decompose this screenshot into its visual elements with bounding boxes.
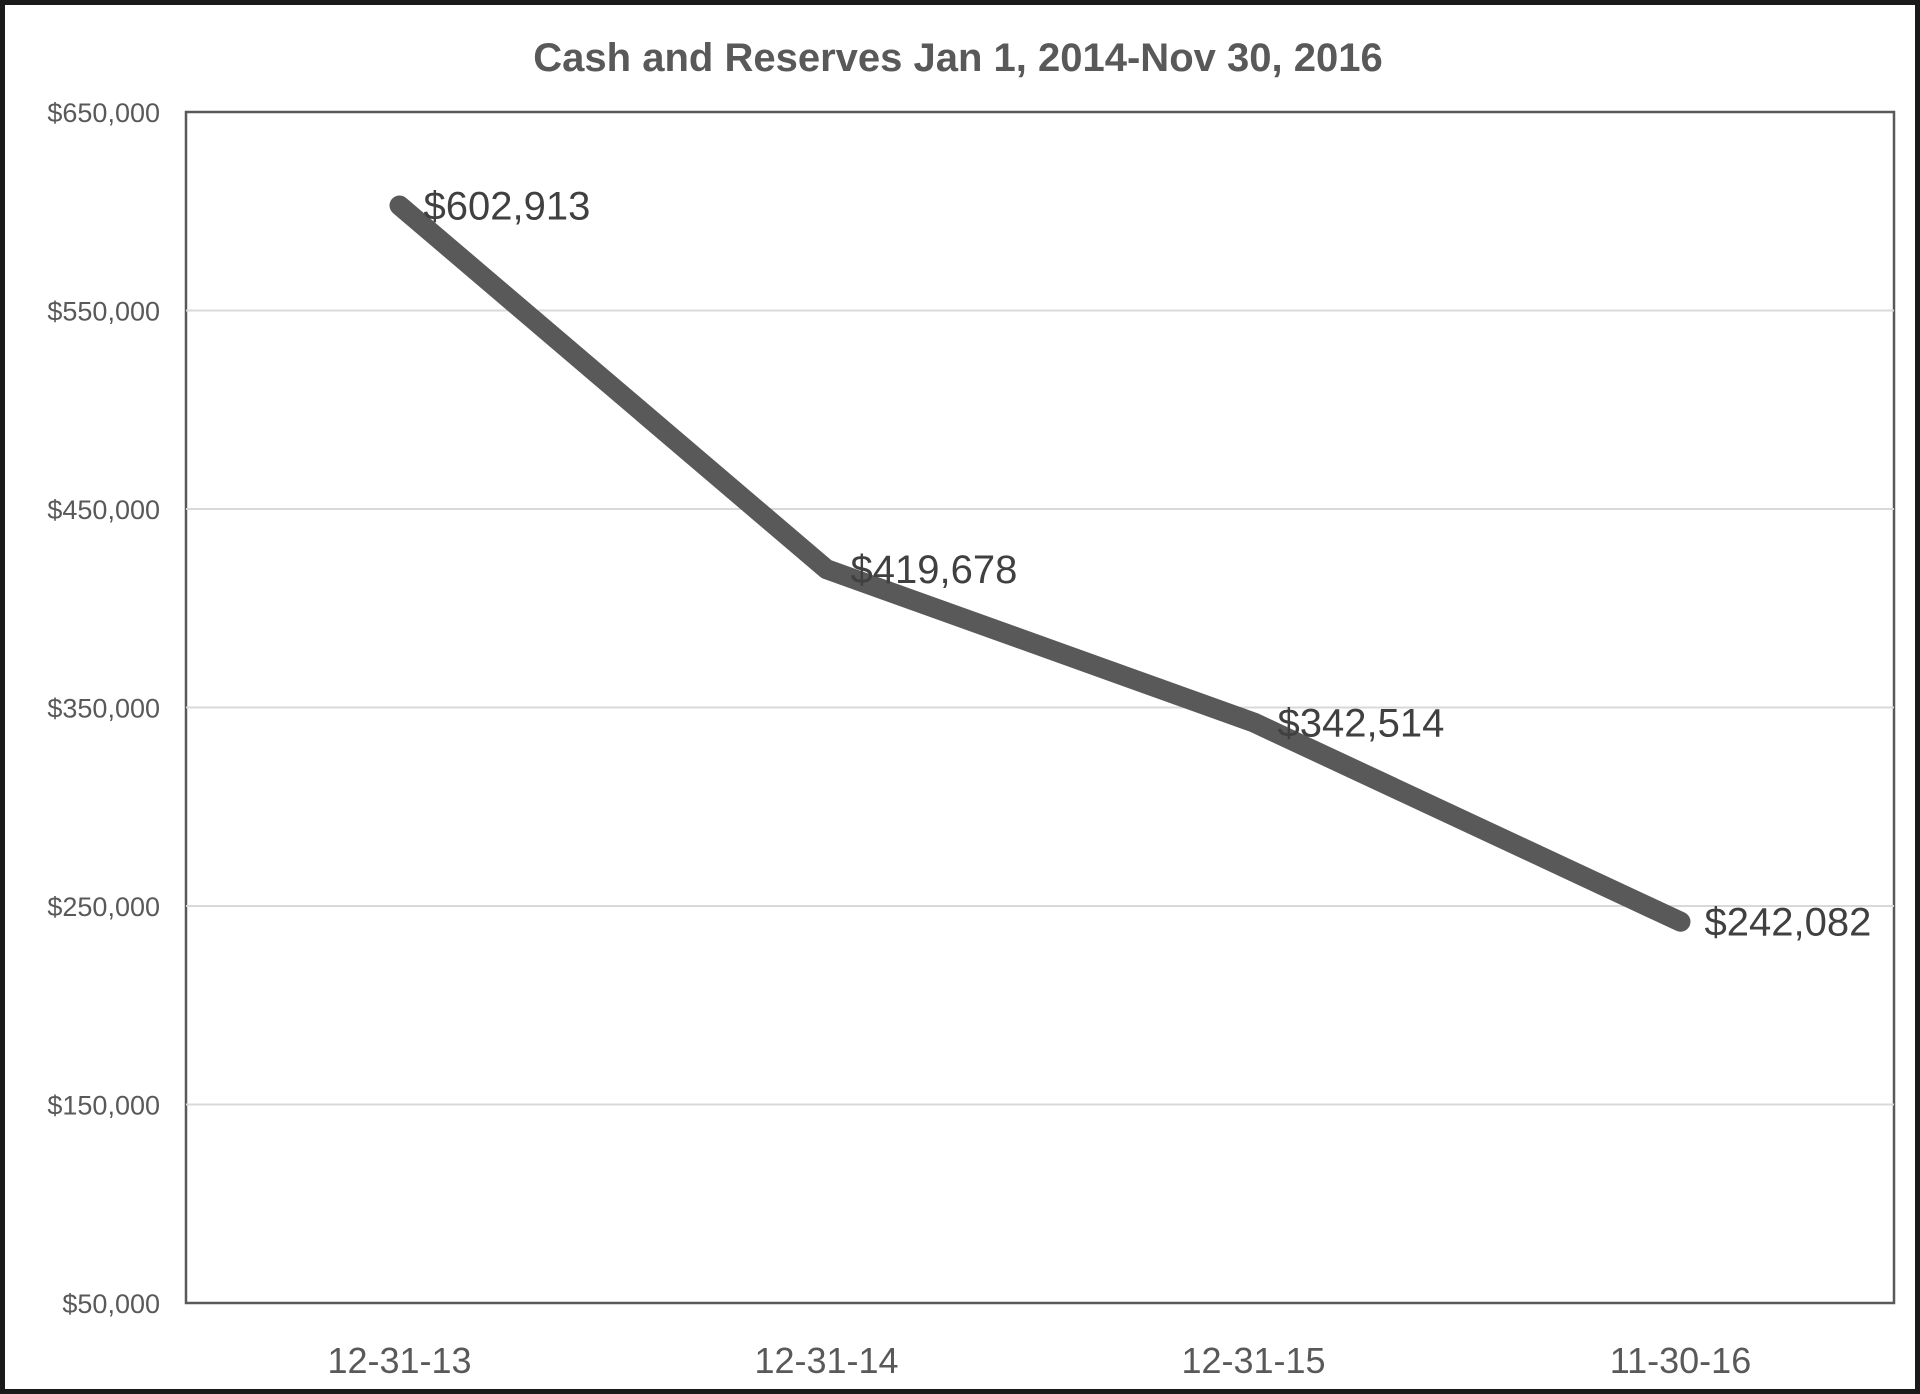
y-axis-ticks: $50,000 $150,000 $250,000 $350,000 $450,000 $… — [47, 98, 160, 1319]
data-point — [1678, 919, 1683, 924]
gridlines — [186, 309, 1894, 1106]
data-point — [397, 203, 402, 208]
x-tick-label: 12-31-14 — [754, 1340, 898, 1381]
y-tick-label: $550,000 — [47, 297, 160, 327]
data-label: $342,514 — [1278, 701, 1445, 745]
y-tick-label: $350,000 — [47, 694, 160, 724]
x-axis-ticks: 12-31-13 12-31-14 12-31-15 11-30-16 — [327, 1340, 1751, 1381]
x-tick-label: 12-31-13 — [327, 1340, 471, 1381]
data-label: $602,913 — [424, 184, 591, 228]
x-tick-label: 11-30-16 — [1610, 1340, 1751, 1381]
y-tick-label: $150,000 — [47, 1091, 160, 1121]
data-label: $242,082 — [1705, 901, 1872, 945]
line-chart: Cash and Reserves Jan 1, 2014-Nov 30, 20… — [47, 36, 1896, 1381]
y-tick-label: $650,000 — [47, 98, 160, 128]
y-tick-label: $250,000 — [47, 892, 160, 922]
data-labels: $602,913 $419,678 $342,514 $242,082 — [424, 184, 1872, 944]
data-label: $419,678 — [851, 548, 1018, 592]
series-line — [389, 195, 1691, 932]
data-point — [824, 567, 829, 572]
data-point — [1251, 720, 1256, 725]
chart-title: Cash and Reserves Jan 1, 2014-Nov 30, 20… — [533, 36, 1382, 80]
series-group — [389, 195, 1691, 932]
y-tick-label: $450,000 — [47, 495, 160, 525]
x-tick-label: 12-31-15 — [1181, 1340, 1325, 1381]
y-tick-label: $50,000 — [62, 1289, 160, 1319]
